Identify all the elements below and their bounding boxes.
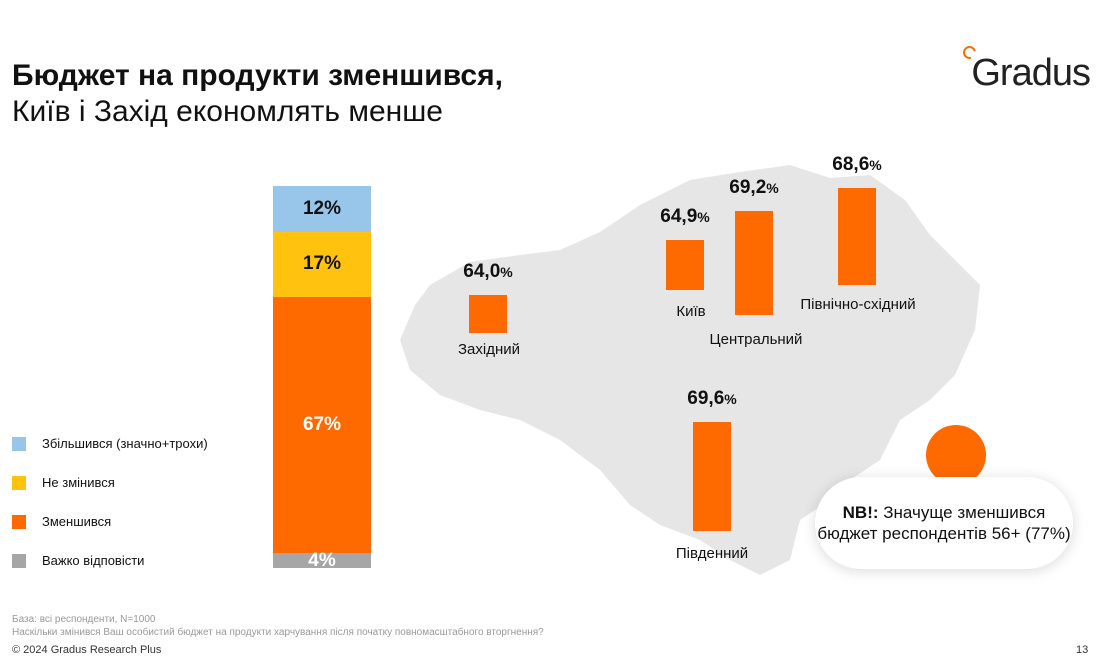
legend-label: Не змінився — [42, 475, 115, 490]
region-value: 69,6% — [687, 387, 737, 409]
legend-swatch — [12, 553, 26, 568]
region-name: Південний — [675, 545, 749, 562]
legend-item: Не змінився — [12, 475, 115, 490]
region-value: 64,9% — [660, 206, 710, 228]
legend-item: Зменшився — [12, 514, 111, 529]
region-value: 68,6% — [832, 154, 882, 176]
page-number: 13 — [1076, 644, 1089, 656]
region-bar — [693, 421, 731, 531]
region-name: Північно-східний — [800, 296, 916, 313]
region-bar — [666, 240, 704, 290]
footer-base: База: всі респонденти, N=1000 — [12, 614, 156, 625]
region-value: 69,2% — [729, 176, 779, 198]
region-name: Київ — [676, 303, 706, 320]
footer-question: Наскільки змінився Ваш особистий бюджет … — [12, 627, 544, 638]
region-name: Центральний — [709, 331, 803, 348]
legend-swatch — [12, 436, 26, 451]
nb-circle-icon — [926, 425, 986, 485]
legend-item: Важко відповісти — [12, 553, 144, 568]
legend-item: Збільшився (значно+трохи) — [12, 436, 208, 451]
legend-swatch — [12, 514, 26, 529]
page-title: Бюджет на продукти зменшився, Київ і Захі… — [12, 59, 503, 128]
region-value: 64,0% — [463, 260, 513, 282]
region-bar — [735, 210, 773, 315]
stack-segment: 12% — [273, 186, 371, 232]
legend-label: Зменшився — [42, 514, 112, 529]
legend-label: Збільшився (значно+трохи) — [42, 436, 208, 451]
legend-label: Важко відповісти — [42, 553, 145, 568]
stack-segment: 17% — [273, 231, 371, 297]
nb-callout: NB!: Значуще зменшився бюджет респондент… — [815, 477, 1073, 569]
stack-segment: 4% — [273, 551, 371, 570]
region-bar — [838, 188, 876, 285]
copyright: © 2024 Gradus Research Plus — [12, 644, 162, 656]
legend-swatch — [12, 475, 26, 490]
region-name: Західний — [457, 341, 521, 358]
region-bar — [469, 294, 507, 333]
gradus-logo: Gradus — [960, 43, 1091, 95]
stack-segment: 67% — [273, 296, 371, 553]
